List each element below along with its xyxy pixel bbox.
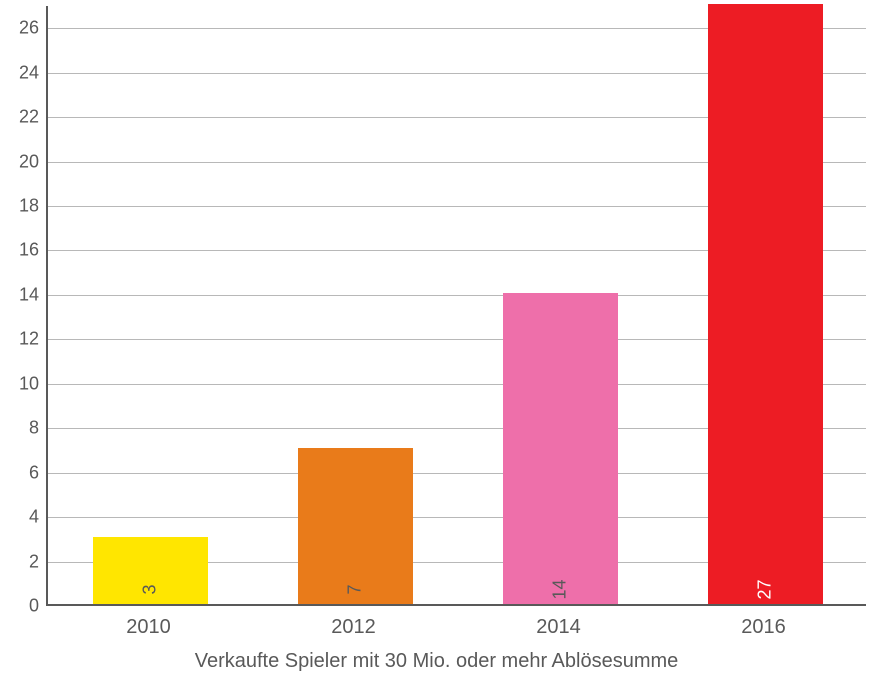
bar-value-label: 27 (755, 579, 776, 599)
bar: 3 (93, 537, 208, 604)
bar-value-label: 14 (550, 579, 571, 599)
y-tick-label: 18 (0, 196, 39, 217)
x-tick-label: 2010 (126, 616, 171, 639)
bar-chart: 371427 02468101214161820222426 201020122… (0, 0, 873, 681)
bar-value-label: 7 (345, 584, 366, 594)
y-tick-label: 6 (0, 462, 39, 483)
y-tick-label: 24 (0, 62, 39, 83)
plot-area: 3 7 14 27 (46, 6, 866, 606)
y-tick-label: 2 (0, 551, 39, 572)
bar-value-label: 3 (140, 584, 161, 594)
bar: 27 (708, 4, 823, 604)
x-tick-label: 2014 (536, 616, 581, 639)
x-tick-label: 2016 (741, 616, 786, 639)
bar: 14 (503, 293, 618, 604)
bar: 7 (298, 448, 413, 604)
y-tick-label: 14 (0, 284, 39, 305)
y-tick-label: 10 (0, 373, 39, 394)
y-tick-label: 8 (0, 418, 39, 439)
y-tick-label: 4 (0, 507, 39, 528)
y-tick-label: 0 (0, 596, 39, 617)
y-tick-label: 16 (0, 240, 39, 261)
y-tick-label: 12 (0, 329, 39, 350)
y-tick-label: 26 (0, 18, 39, 39)
y-tick-label: 22 (0, 107, 39, 128)
chart-caption: Verkaufte Spieler mit 30 Mio. oder mehr … (0, 650, 873, 673)
y-tick-label: 20 (0, 151, 39, 172)
x-tick-label: 2012 (331, 616, 376, 639)
